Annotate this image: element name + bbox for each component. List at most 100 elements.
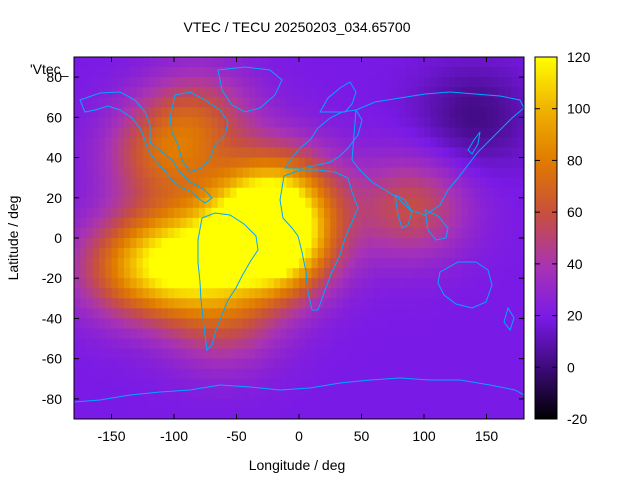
heatmap-cell: [117, 67, 125, 78]
heatmap-cell: [430, 368, 438, 380]
heatmap-cell: [192, 157, 200, 169]
heatmap-cell: [461, 408, 469, 419]
heatmap-cell: [155, 187, 163, 199]
heatmap-cell: [499, 127, 506, 139]
heatmap-cell: [255, 87, 263, 98]
heatmap-cell: [305, 338, 313, 350]
heatmap-cell: [117, 167, 125, 179]
heatmap-cell: [430, 278, 438, 289]
heatmap-cell: [242, 87, 250, 98]
heatmap-cell: [336, 348, 344, 360]
heatmap-cell: [330, 137, 338, 149]
colorbar-tick-label: 0: [567, 359, 575, 375]
heatmap-cell: [99, 167, 106, 179]
heatmap-cell: [111, 238, 119, 249]
heatmap-cell: [299, 398, 306, 410]
heatmap-cell: [211, 217, 219, 229]
heatmap-cell: [424, 107, 431, 118]
heatmap-cell: [111, 258, 119, 269]
heatmap-cell: [311, 238, 319, 249]
x-tick-label: -100: [160, 428, 188, 444]
heatmap-cell: [486, 338, 494, 350]
heatmap-cell: [292, 117, 300, 128]
heatmap-cell: [436, 318, 444, 330]
heatmap-cell: [111, 318, 119, 330]
heatmap-cell: [80, 308, 88, 320]
heatmap-cell: [249, 268, 256, 279]
heatmap-cell: [111, 388, 119, 400]
heatmap-cell: [349, 338, 356, 350]
heatmap-cell: [211, 117, 219, 128]
heatmap-cell: [330, 408, 338, 419]
heatmap-cell: [92, 157, 100, 169]
heatmap-cell: [205, 107, 213, 118]
heatmap-cell: [399, 127, 406, 139]
heatmap-cell: [111, 77, 119, 88]
heatmap-cell: [367, 187, 375, 199]
heatmap-cell: [361, 197, 369, 209]
heatmap-cell: [317, 147, 325, 159]
heatmap-cell: [136, 137, 144, 149]
heatmap-cell: [474, 137, 481, 149]
heatmap-cell: [311, 207, 319, 219]
heatmap-cell: [311, 378, 319, 390]
heatmap-cell: [261, 117, 269, 128]
heatmap-cell: [486, 328, 494, 340]
heatmap-cell: [117, 227, 125, 239]
heatmap-cell: [199, 57, 206, 68]
heatmap-cell: [392, 358, 400, 370]
heatmap-cell: [74, 217, 81, 229]
heatmap-cell: [167, 258, 175, 269]
heatmap-cell: [142, 408, 150, 419]
heatmap-cell: [124, 57, 131, 68]
heatmap-cell: [186, 318, 194, 330]
heatmap-cell: [211, 97, 219, 108]
heatmap-cell: [149, 197, 156, 209]
heatmap-cell: [430, 248, 438, 259]
heatmap-cell: [449, 67, 456, 78]
heatmap-cell: [161, 77, 169, 88]
heatmap-cell: [467, 167, 475, 179]
heatmap-cell: [342, 97, 350, 108]
heatmap-cell: [236, 358, 244, 370]
heatmap-cell: [124, 358, 131, 370]
heatmap-cell: [380, 278, 388, 289]
heatmap-cell: [174, 368, 181, 380]
heatmap-cell: [480, 127, 488, 139]
heatmap-cell: [455, 127, 463, 139]
heatmap-cell: [236, 217, 244, 229]
heatmap-cell: [80, 137, 88, 149]
heatmap-cell: [505, 378, 513, 390]
heatmap-cell: [161, 207, 169, 219]
heatmap-cell: [92, 408, 100, 419]
heatmap-cell: [255, 77, 263, 88]
heatmap-cell: [299, 187, 306, 199]
heatmap-cell: [486, 217, 494, 229]
heatmap-cell: [274, 227, 281, 239]
coast-south-america: [197, 212, 259, 352]
heatmap-cell: [130, 248, 138, 259]
heatmap-cell: [449, 328, 456, 340]
heatmap-cell: [324, 368, 331, 380]
heatmap-cell: [161, 147, 169, 159]
y-tick-label: 60: [46, 109, 62, 125]
heatmap-cell: [374, 157, 381, 169]
heatmap-cell: [361, 127, 369, 139]
heatmap-cell: [361, 207, 369, 219]
heatmap-cell: [367, 298, 375, 309]
heatmap-cell: [467, 177, 475, 189]
heatmap-cell: [299, 167, 306, 179]
heatmap-cell: [230, 207, 238, 219]
heatmap-cell: [380, 137, 388, 149]
heatmap-cell: [392, 97, 400, 108]
heatmap-cell: [280, 227, 288, 239]
heatmap-cell: [199, 288, 206, 299]
heatmap-cell: [392, 117, 400, 128]
heatmap-cell: [417, 358, 425, 370]
heatmap-cell: [492, 187, 500, 199]
heatmap-cell: [117, 268, 125, 279]
heatmap-cell: [392, 268, 400, 279]
heatmap-cell: [292, 268, 300, 279]
heatmap-cell: [399, 258, 406, 269]
heatmap-cell: [417, 298, 425, 309]
